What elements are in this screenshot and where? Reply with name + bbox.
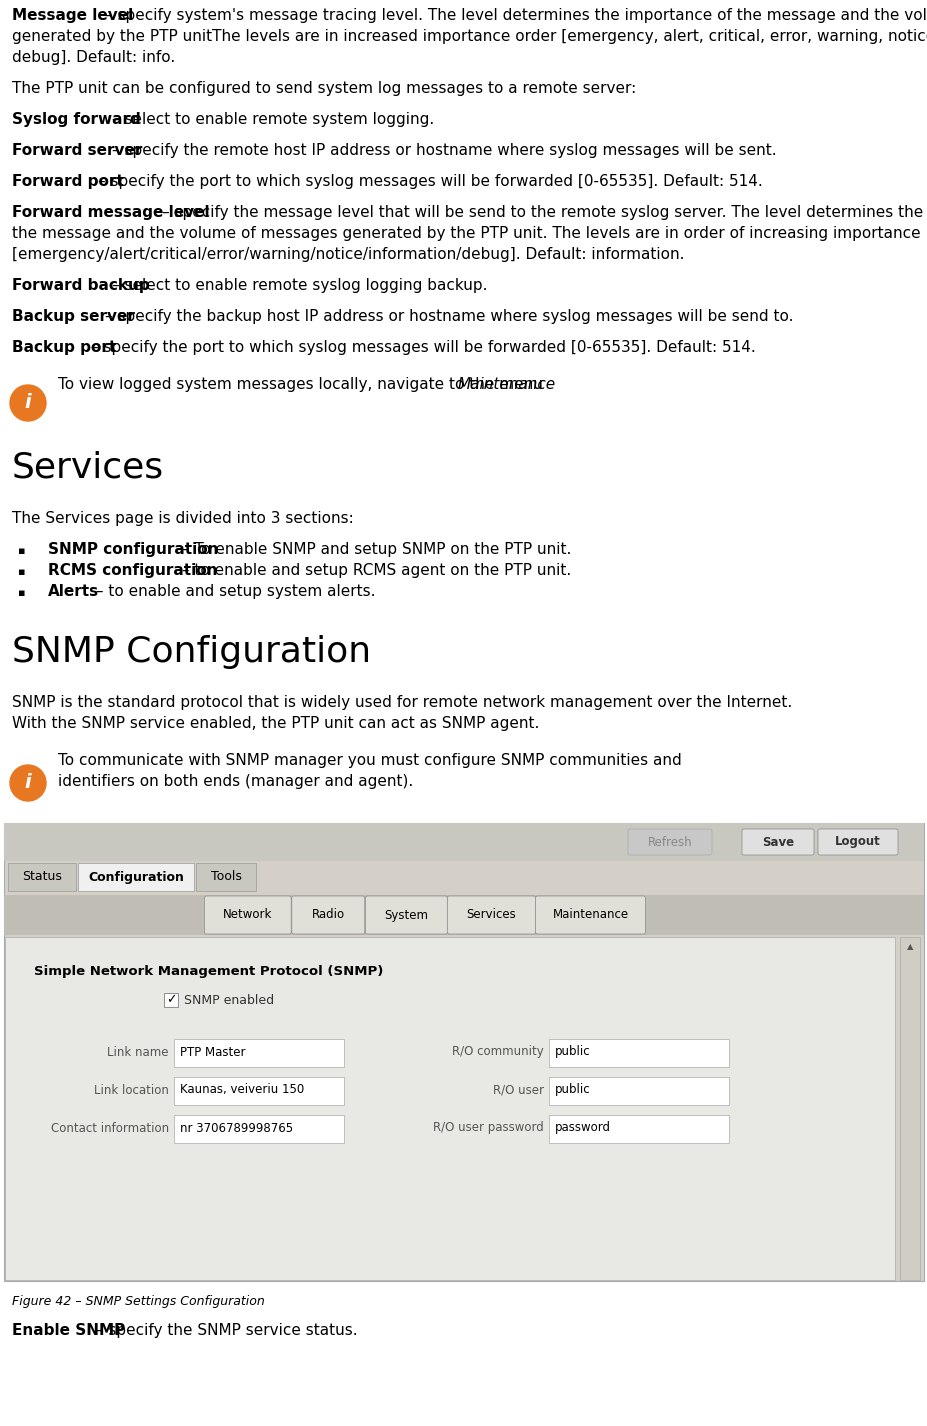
Text: Radio: Radio [311, 908, 345, 921]
Text: – specify the remote host IP address or hostname where syslog messages will be s: – specify the remote host IP address or … [112, 143, 776, 158]
Text: – to enable and setup system alerts.: – to enable and setup system alerts. [91, 585, 375, 599]
Text: Save: Save [761, 836, 794, 848]
Text: Link location: Link location [94, 1084, 169, 1097]
Text: – specify the message level that will be send to the remote syslog server. The l: – specify the message level that will be… [162, 205, 927, 220]
Text: Simple Network Management Protocol (SNMP): Simple Network Management Protocol (SNMP… [34, 964, 383, 977]
Text: System: System [384, 908, 428, 921]
FancyBboxPatch shape [817, 829, 897, 856]
Text: Status: Status [22, 870, 62, 884]
Text: Syslog forward: Syslog forward [12, 113, 141, 127]
Text: SNMP enabled: SNMP enabled [184, 994, 273, 1007]
Text: – select to enable remote syslog logging backup.: – select to enable remote syslog logging… [112, 278, 487, 292]
Text: To view logged system messages locally, navigate to the menu: To view logged system messages locally, … [57, 376, 547, 392]
Text: – to enable and setup RCMS agent on the PTP unit.: – to enable and setup RCMS agent on the … [176, 563, 570, 578]
Text: RCMS configuration: RCMS configuration [48, 563, 217, 578]
FancyBboxPatch shape [628, 829, 711, 856]
Text: i: i [25, 394, 32, 412]
Text: R/O user password: R/O user password [433, 1121, 543, 1135]
Text: ▪: ▪ [18, 568, 25, 578]
FancyBboxPatch shape [8, 863, 76, 891]
FancyBboxPatch shape [174, 1115, 344, 1144]
Text: R/O community: R/O community [451, 1045, 543, 1058]
Text: Network: Network [222, 908, 273, 921]
FancyBboxPatch shape [4, 823, 923, 861]
Text: the message and the volume of messages generated by the PTP unit. The levels are: the message and the volume of messages g… [12, 225, 920, 241]
FancyBboxPatch shape [549, 1040, 729, 1067]
FancyBboxPatch shape [174, 1077, 344, 1105]
Text: public: public [554, 1084, 590, 1097]
FancyBboxPatch shape [174, 1040, 344, 1067]
Text: – specify the port to which syslog messages will be forwarded [0-65535]. Default: – specify the port to which syslog messa… [97, 174, 762, 190]
Text: Contact information: Contact information [51, 1121, 169, 1135]
Text: Enable SNMP: Enable SNMP [12, 1323, 125, 1338]
Text: Maintenance: Maintenance [552, 908, 628, 921]
Text: ▪: ▪ [18, 546, 25, 556]
Text: – specify system's message tracing level. The level determines the importance of: – specify system's message tracing level… [105, 9, 927, 23]
FancyBboxPatch shape [742, 829, 813, 856]
Text: Backup port: Backup port [12, 339, 116, 355]
FancyBboxPatch shape [4, 896, 923, 935]
Text: The Services page is divided into 3 sections:: The Services page is divided into 3 sect… [12, 511, 353, 526]
Text: debug]. Default: info.: debug]. Default: info. [12, 50, 175, 66]
Text: [emergency/alert/critical/error/warning/notice/information/debug]. Default: info: [emergency/alert/critical/error/warning/… [12, 247, 684, 262]
Text: Forward port: Forward port [12, 174, 123, 190]
Text: Message level: Message level [12, 9, 133, 23]
Text: Services: Services [466, 908, 516, 921]
Text: generated by the PTP unitThe levels are in increased importance order [emergency: generated by the PTP unitThe levels are … [12, 29, 927, 44]
Text: PTP Master: PTP Master [180, 1045, 246, 1058]
Text: public: public [554, 1045, 590, 1058]
Text: R/O user: R/O user [492, 1084, 543, 1097]
Text: Forward backup: Forward backup [12, 278, 149, 292]
FancyBboxPatch shape [291, 896, 364, 934]
FancyBboxPatch shape [4, 823, 923, 1281]
FancyBboxPatch shape [5, 937, 894, 1281]
Text: To communicate with SNMP manager you must configure SNMP communities and: To communicate with SNMP manager you mus… [57, 753, 681, 769]
Text: Forward message level: Forward message level [12, 205, 210, 220]
Text: – specify the port to which syslog messages will be forwarded [0-65535]. Default: – specify the port to which syslog messa… [91, 339, 755, 355]
Text: Refresh: Refresh [647, 836, 692, 848]
Text: – specify the SNMP service status.: – specify the SNMP service status. [91, 1323, 357, 1338]
Circle shape [10, 764, 46, 801]
FancyBboxPatch shape [196, 863, 256, 891]
FancyBboxPatch shape [447, 896, 535, 934]
Text: SNMP configuration: SNMP configuration [48, 542, 218, 558]
Text: – select to enable remote system logging.: – select to enable remote system logging… [112, 113, 434, 127]
Text: SNMP is the standard protocol that is widely used for remote network management : SNMP is the standard protocol that is wi… [12, 694, 792, 710]
Text: identifiers on both ends (manager and agent).: identifiers on both ends (manager and ag… [57, 774, 413, 789]
Text: Forward server: Forward server [12, 143, 142, 158]
FancyBboxPatch shape [549, 1077, 729, 1105]
Text: i: i [25, 773, 32, 793]
FancyBboxPatch shape [365, 896, 447, 934]
Text: Alerts: Alerts [48, 585, 99, 599]
FancyBboxPatch shape [78, 863, 194, 891]
Text: SNMP Configuration: SNMP Configuration [12, 635, 371, 669]
Text: Logout: Logout [834, 836, 880, 848]
FancyBboxPatch shape [204, 896, 291, 934]
FancyBboxPatch shape [164, 992, 178, 1007]
Text: – specify the backup host IP address or hostname where syslog messages will be s: – specify the backup host IP address or … [105, 309, 793, 324]
Text: With the SNMP service enabled, the PTP unit can act as SNMP agent.: With the SNMP service enabled, the PTP u… [12, 716, 539, 732]
Text: Link name: Link name [108, 1045, 169, 1058]
Text: Kaunas, veiveriu 150: Kaunas, veiveriu 150 [180, 1084, 304, 1097]
Text: Backup server: Backup server [12, 309, 134, 324]
Text: password: password [554, 1121, 610, 1135]
FancyBboxPatch shape [549, 1115, 729, 1144]
Text: – To enable SNMP and setup SNMP on the PTP unit.: – To enable SNMP and setup SNMP on the P… [176, 542, 570, 558]
Text: Figure 42 – SNMP Settings Configuration: Figure 42 – SNMP Settings Configuration [12, 1295, 264, 1308]
FancyBboxPatch shape [535, 896, 644, 934]
Circle shape [10, 385, 46, 421]
Text: The PTP unit can be configured to send system log messages to a remote server:: The PTP unit can be configured to send s… [12, 81, 636, 96]
Text: Tools: Tools [210, 870, 241, 884]
Text: ✓: ✓ [166, 994, 176, 1007]
Text: nr 3706789998765: nr 3706789998765 [180, 1121, 293, 1135]
Text: Configuration: Configuration [88, 870, 184, 884]
Text: ▪: ▪ [18, 588, 25, 597]
Text: Services: Services [12, 451, 164, 485]
Text: ▲: ▲ [906, 943, 912, 951]
Text: Maintenance: Maintenance [457, 376, 554, 392]
FancyBboxPatch shape [899, 937, 919, 1281]
